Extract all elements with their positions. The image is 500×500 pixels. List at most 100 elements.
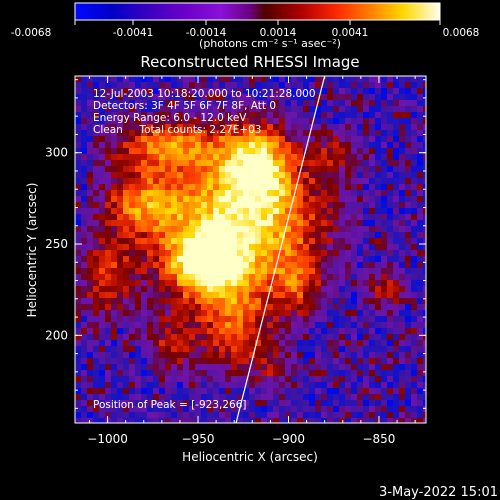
heatmap-cell <box>141 142 148 149</box>
heatmap-cell <box>231 394 238 401</box>
heatmap-cell <box>273 160 280 167</box>
heatmap-cell <box>147 364 154 371</box>
heatmap-cell <box>363 280 370 287</box>
heatmap-cell <box>297 346 304 353</box>
heatmap-cell <box>363 334 370 341</box>
heatmap-cell <box>399 334 406 341</box>
heatmap-cell <box>285 364 292 371</box>
heatmap-cell <box>357 376 364 383</box>
heatmap-cell <box>405 418 412 423</box>
heatmap-cell <box>189 322 196 329</box>
heatmap-cell <box>111 244 118 251</box>
heatmap-cell <box>171 202 178 209</box>
heatmap-cell <box>279 214 286 221</box>
heatmap-cell <box>81 388 88 395</box>
heatmap-cell <box>357 118 364 125</box>
heatmap-cell <box>189 166 196 173</box>
heatmap-cell <box>423 418 426 423</box>
heatmap-cell <box>417 268 424 275</box>
heatmap-cell <box>75 226 82 233</box>
heatmap-cell <box>213 382 220 389</box>
heatmap-cell <box>261 298 268 305</box>
heatmap-cell <box>363 220 370 227</box>
heatmap-cell <box>165 418 172 423</box>
heatmap-cell <box>159 280 166 287</box>
heatmap-cell <box>255 322 262 329</box>
heatmap-cell <box>285 280 292 287</box>
heatmap-cell <box>351 418 358 423</box>
heatmap-cell <box>117 88 124 95</box>
heatmap-cell <box>345 94 352 101</box>
heatmap-cell <box>225 400 232 407</box>
heatmap-cell <box>381 280 388 287</box>
heatmap-cell <box>93 196 100 203</box>
heatmap-cell <box>423 394 426 401</box>
heatmap-cell <box>225 208 232 215</box>
heatmap-cell <box>243 112 250 119</box>
heatmap-cell <box>399 184 406 191</box>
heatmap-cell <box>75 82 82 89</box>
heatmap-cell <box>189 310 196 317</box>
heatmap-cell <box>165 202 172 209</box>
heatmap-cell <box>195 106 202 113</box>
heatmap-cell <box>147 382 154 389</box>
heatmap-cell <box>165 184 172 191</box>
heatmap-cell <box>417 118 424 125</box>
heatmap-cell <box>99 376 106 383</box>
heatmap-cell <box>393 346 400 353</box>
heatmap-cell <box>393 244 400 251</box>
heatmap-cell <box>333 346 340 353</box>
heatmap-cell <box>333 142 340 149</box>
heatmap-cell <box>141 328 148 335</box>
heatmap-cell <box>225 292 232 299</box>
heatmap-cell <box>135 310 142 317</box>
heatmap-cell <box>291 178 298 185</box>
heatmap-cell <box>345 118 352 125</box>
heatmap-cell <box>291 316 298 323</box>
heatmap-cell <box>369 358 376 365</box>
heatmap-cell <box>183 202 190 209</box>
heatmap-cell <box>417 364 424 371</box>
heatmap-cell <box>213 394 220 401</box>
heatmap-cell <box>231 256 238 263</box>
heatmap-cell <box>327 358 334 365</box>
heatmap-cell <box>255 88 262 95</box>
heatmap-cell <box>93 244 100 251</box>
heatmap-cell <box>183 142 190 149</box>
heatmap-cell <box>273 376 280 383</box>
heatmap-cell <box>111 184 118 191</box>
heatmap-cell <box>147 130 154 137</box>
heatmap-cell <box>333 364 340 371</box>
heatmap-cell <box>207 154 214 161</box>
heatmap-cell <box>309 262 316 269</box>
heatmap-cell <box>411 166 418 173</box>
heatmap-cell <box>273 112 280 119</box>
heatmap-cell <box>117 382 124 389</box>
heatmap-cell <box>387 274 394 281</box>
heatmap-cell <box>183 406 190 413</box>
heatmap-cell <box>351 178 358 185</box>
heatmap-cell <box>381 190 388 197</box>
heatmap-cell <box>279 232 286 239</box>
heatmap-cell <box>153 76 160 83</box>
heatmap-cell <box>309 226 316 233</box>
heatmap-cell <box>249 394 256 401</box>
heatmap-cell <box>249 316 256 323</box>
heatmap-cell <box>207 280 214 287</box>
heatmap-cell <box>321 316 328 323</box>
heatmap-cell <box>105 280 112 287</box>
heatmap-cell <box>219 118 226 125</box>
x-axis: −1000 −950 −900 −850 <box>87 76 416 446</box>
heatmap-cell <box>381 124 388 131</box>
heatmap-cell <box>381 304 388 311</box>
heatmap-cell <box>255 232 262 239</box>
heatmap-cell <box>237 310 244 317</box>
heatmap-cell <box>159 334 166 341</box>
heatmap-cell <box>375 190 382 197</box>
heatmap-cell <box>255 316 262 323</box>
heatmap-cell <box>285 142 292 149</box>
heatmap-cell <box>273 388 280 395</box>
heatmap-cell <box>147 100 154 107</box>
heatmap-cell <box>195 220 202 227</box>
heatmap-cell <box>357 388 364 395</box>
